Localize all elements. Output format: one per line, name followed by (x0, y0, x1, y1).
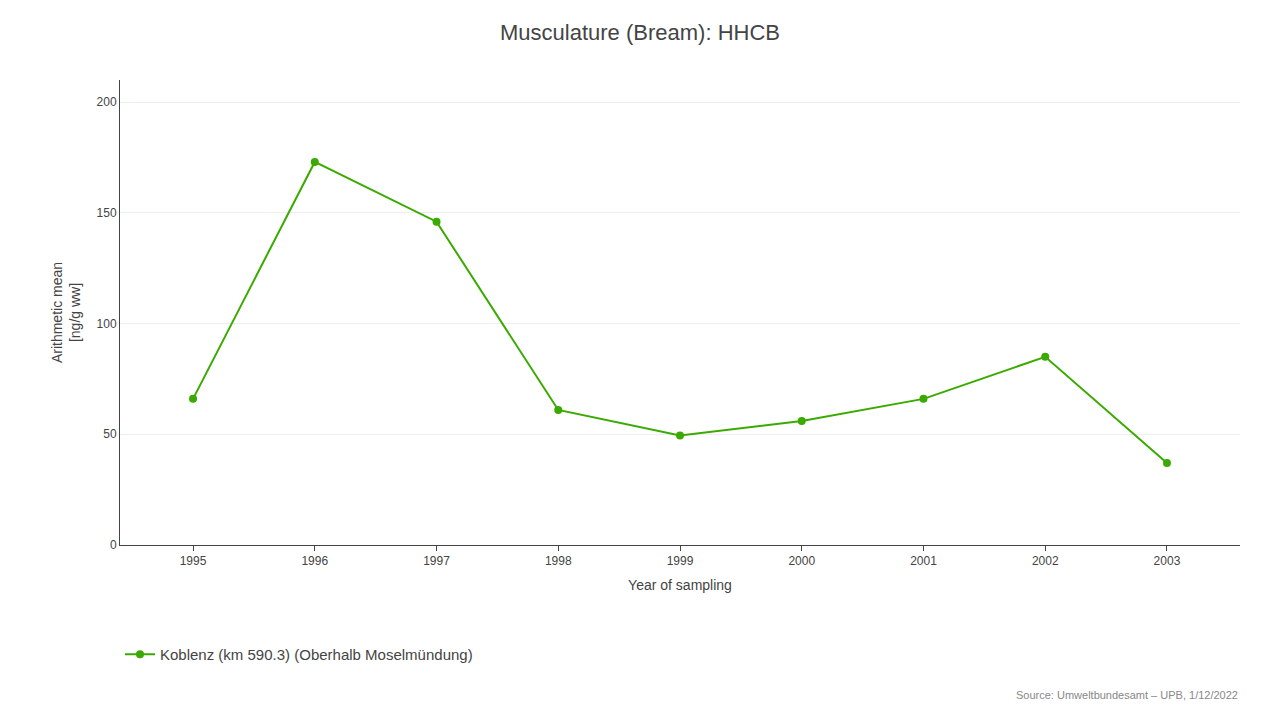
svg-text:1998: 1998 (545, 554, 572, 568)
svg-text:1997: 1997 (423, 554, 450, 568)
svg-text:Musculature (Bream): HHCB: Musculature (Bream): HHCB (500, 20, 780, 45)
svg-text:1996: 1996 (301, 554, 328, 568)
svg-text:1995: 1995 (180, 554, 207, 568)
svg-text:Koblenz (km 590.3) (Oberhalb M: Koblenz (km 590.3) (Oberhalb Moselmündun… (160, 646, 473, 663)
svg-text:Source: Umweltbundesamt – UPB,: Source: Umweltbundesamt – UPB, 1/12/2022 (1016, 689, 1238, 701)
svg-text:2002: 2002 (1032, 554, 1059, 568)
svg-text:2003: 2003 (1154, 554, 1181, 568)
svg-text:2000: 2000 (788, 554, 815, 568)
svg-text:Arithmetic mean[ng/g ww]: Arithmetic mean[ng/g ww] (49, 262, 83, 363)
svg-text:50: 50 (103, 427, 117, 441)
svg-text:100: 100 (97, 317, 117, 331)
svg-text:Year of sampling: Year of sampling (628, 577, 732, 593)
svg-text:150: 150 (97, 206, 117, 220)
svg-text:1999: 1999 (667, 554, 694, 568)
svg-text:200: 200 (97, 95, 117, 109)
svg-text:0: 0 (110, 538, 117, 552)
svg-text:2001: 2001 (910, 554, 937, 568)
